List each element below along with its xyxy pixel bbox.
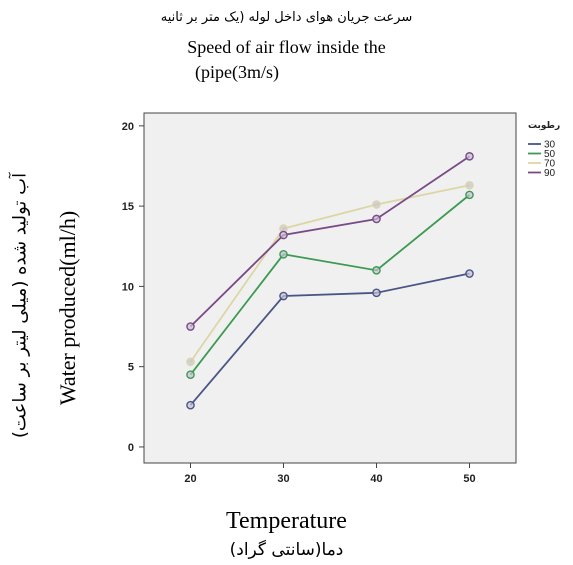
- x-axis-label-english: Temperature: [226, 508, 347, 534]
- data-point: [465, 269, 474, 278]
- legend-label: 70: [544, 159, 556, 170]
- legend-label: 90: [544, 168, 556, 179]
- x-tick-label: 50: [463, 473, 475, 485]
- data-point: [186, 357, 195, 367]
- legend-label: 30: [544, 140, 556, 151]
- plot-area: [143, 112, 517, 464]
- axes: 0 5 10 15 20 20 30 40 50: [122, 121, 476, 485]
- series-line-50: [189, 194, 471, 376]
- data-point: [279, 291, 288, 301]
- legend-label: 50: [544, 149, 556, 160]
- data-point: [279, 230, 288, 240]
- data-point: [372, 214, 381, 224]
- x-tick-label: 30: [277, 473, 289, 485]
- data-point: [465, 152, 474, 161]
- data-point: [372, 200, 381, 209]
- series-90: [186, 152, 474, 331]
- data-point: [372, 288, 381, 298]
- y-tick-label: 0: [128, 442, 134, 454]
- y-tick-label: 5: [128, 362, 134, 374]
- x-axis-label-persian: دما(سانتی گراد): [229, 540, 344, 560]
- series-line-70: [189, 184, 470, 363]
- data-point: [186, 322, 195, 331]
- x-tick-label: 40: [370, 473, 382, 485]
- chart-title-english-line2: (pipe(3m/s): [195, 62, 279, 82]
- x-tick-label: 20: [184, 473, 196, 485]
- y-tick-label: 15: [122, 201, 134, 213]
- series-30: [186, 269, 474, 410]
- series-line-90: [189, 155, 471, 328]
- data-point: [372, 266, 381, 275]
- series-line-30: [189, 272, 470, 406]
- chart-title-english-line1: Speed of air flow inside the: [187, 37, 386, 57]
- legend-title: رطوبت: [528, 121, 560, 131]
- data-point: [279, 249, 288, 259]
- data-point: [186, 370, 195, 379]
- data-point: [465, 190, 474, 200]
- y-tick-label: 10: [122, 281, 134, 293]
- series-70: [186, 180, 474, 367]
- chart-title-persian: سرعت جریان هوای داخل لوله (یک متر بر ثان…: [160, 10, 413, 25]
- series-50: [186, 190, 474, 379]
- y-tick-label: 20: [122, 121, 134, 133]
- data-point: [186, 400, 195, 410]
- series-group: [186, 152, 474, 410]
- data-point: [465, 180, 474, 190]
